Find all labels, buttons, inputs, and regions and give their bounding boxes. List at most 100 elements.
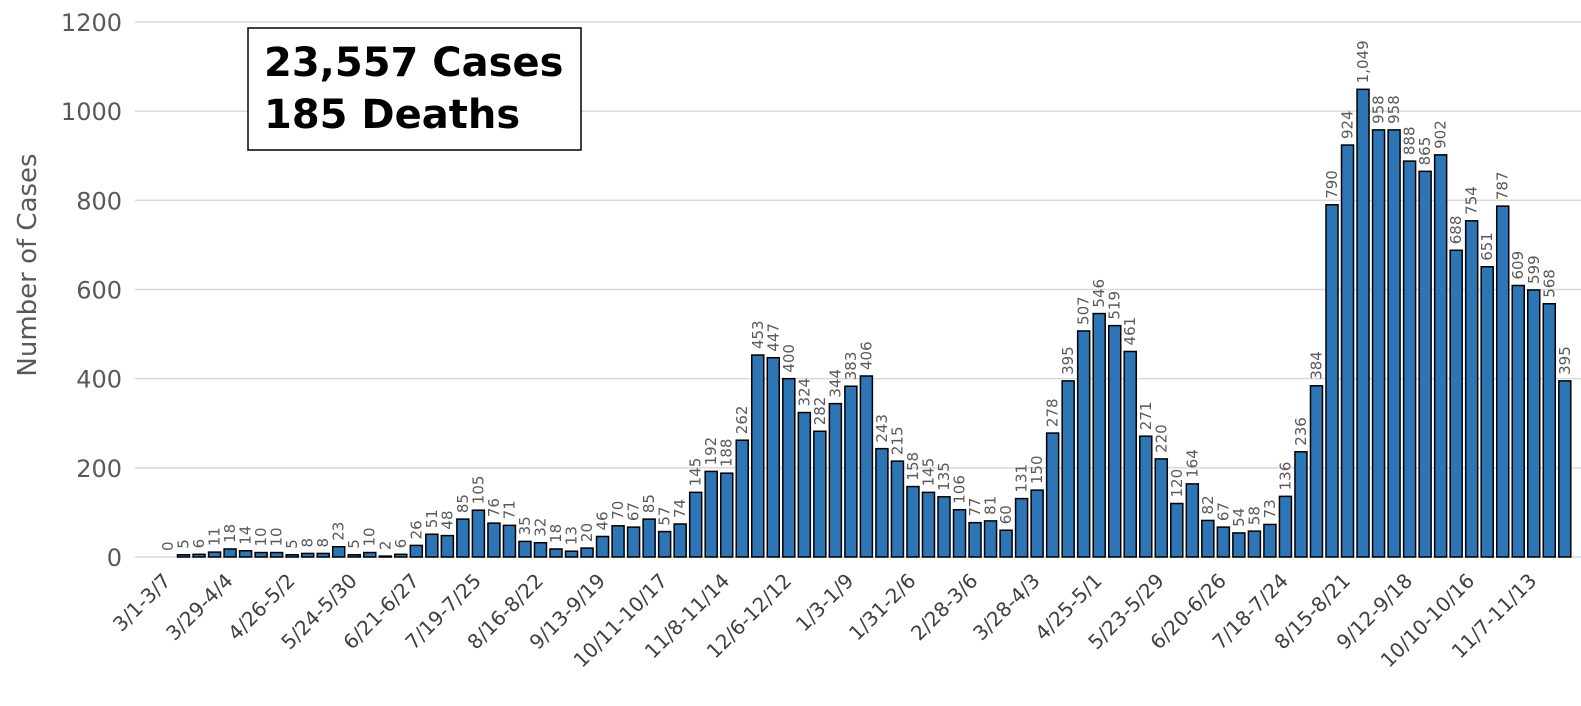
bar	[1107, 324, 1122, 558]
value-label: 13	[563, 526, 581, 545]
bar	[1092, 312, 1106, 558]
bar	[673, 523, 687, 558]
value-label: 271	[1137, 402, 1155, 431]
value-label: 58	[1245, 506, 1263, 525]
bar	[223, 548, 237, 558]
value-label: 787	[1494, 171, 1512, 200]
value-label: 85	[454, 494, 472, 513]
value-label: 192	[702, 437, 720, 466]
value-label: 164	[1183, 449, 1201, 478]
bar	[1542, 303, 1557, 558]
value-label: 395	[1059, 346, 1077, 375]
value-label: 384	[1307, 351, 1325, 380]
bar	[549, 548, 563, 558]
bar	[1325, 204, 1339, 558]
bar	[1558, 380, 1572, 558]
value-label: 344	[826, 369, 844, 398]
bar	[518, 540, 532, 558]
bar	[844, 385, 858, 558]
value-label: 60	[997, 505, 1015, 524]
value-label: 48	[438, 511, 456, 530]
bar	[1061, 380, 1075, 558]
value-label: 85	[640, 494, 658, 513]
value-label: 278	[1044, 398, 1062, 427]
value-label: 18	[221, 524, 239, 543]
value-label: 57	[656, 506, 674, 525]
bar	[378, 555, 393, 558]
bar	[580, 547, 594, 558]
value-label: 6	[392, 539, 410, 549]
value-label: 188	[718, 439, 736, 468]
bar	[207, 551, 222, 558]
bar	[859, 375, 874, 558]
value-label: 32	[531, 518, 549, 537]
value-label: 609	[1509, 251, 1527, 280]
bar	[1511, 284, 1525, 558]
value-label: 35	[516, 516, 534, 535]
value-label: 10	[252, 527, 270, 546]
value-label: 215	[888, 427, 906, 456]
x-tick-label: 2/28-3/6	[906, 569, 983, 646]
bar	[952, 508, 967, 558]
bar	[300, 552, 315, 558]
value-label: 158	[904, 452, 922, 481]
value-label: 395	[1556, 346, 1574, 375]
bar	[1076, 330, 1091, 558]
value-label: 10	[361, 527, 379, 546]
value-label: 14	[237, 526, 255, 545]
bar	[192, 553, 206, 558]
bar	[471, 509, 486, 558]
value-label: 145	[919, 458, 937, 487]
bar	[1480, 266, 1494, 558]
bar	[1371, 129, 1386, 558]
value-label: 507	[1075, 296, 1093, 325]
value-label: 406	[857, 341, 875, 370]
bar	[254, 551, 268, 558]
bar	[1170, 502, 1184, 558]
value-label: 958	[1385, 95, 1403, 124]
bar	[425, 533, 439, 558]
value-label: 902	[1432, 120, 1450, 149]
bar	[626, 526, 641, 558]
value-label: 81	[982, 496, 1000, 515]
value-label: 105	[469, 476, 487, 505]
bar	[782, 377, 796, 558]
value-label: 888	[1401, 126, 1419, 155]
y-tick-label: 800	[76, 187, 122, 215]
value-label: 46	[594, 511, 612, 530]
value-label: 453	[749, 320, 767, 349]
bar	[316, 552, 330, 558]
bar	[533, 541, 548, 558]
value-label: 651	[1478, 232, 1496, 261]
value-label: 136	[1276, 462, 1294, 491]
value-label: 51	[423, 509, 441, 528]
bar	[642, 518, 656, 558]
value-label: 1,049	[1354, 40, 1372, 83]
y-tick-label: 0	[107, 544, 122, 572]
value-label: 0	[159, 541, 177, 551]
value-label: 67	[1214, 502, 1232, 521]
value-label: 599	[1525, 255, 1543, 284]
annotation-line: 23,557 Cases	[264, 40, 563, 86]
bar	[1185, 483, 1200, 558]
bar	[238, 550, 253, 558]
bar	[1309, 385, 1324, 558]
bar	[347, 554, 361, 558]
bar	[875, 447, 889, 558]
y-tick-label: 600	[76, 277, 122, 305]
value-label: 243	[873, 414, 891, 443]
value-label: 76	[485, 498, 503, 517]
bar	[1340, 144, 1355, 558]
y-tick-label: 200	[76, 455, 122, 483]
value-label: 74	[671, 499, 689, 518]
bar	[1216, 526, 1231, 558]
annotation-box	[247, 27, 582, 151]
value-label: 236	[1292, 417, 1310, 446]
bar	[409, 544, 424, 558]
bar	[1464, 220, 1479, 558]
value-label: 73	[1261, 499, 1279, 518]
bar	[269, 551, 284, 558]
bar	[1356, 88, 1370, 558]
bar	[828, 402, 843, 558]
